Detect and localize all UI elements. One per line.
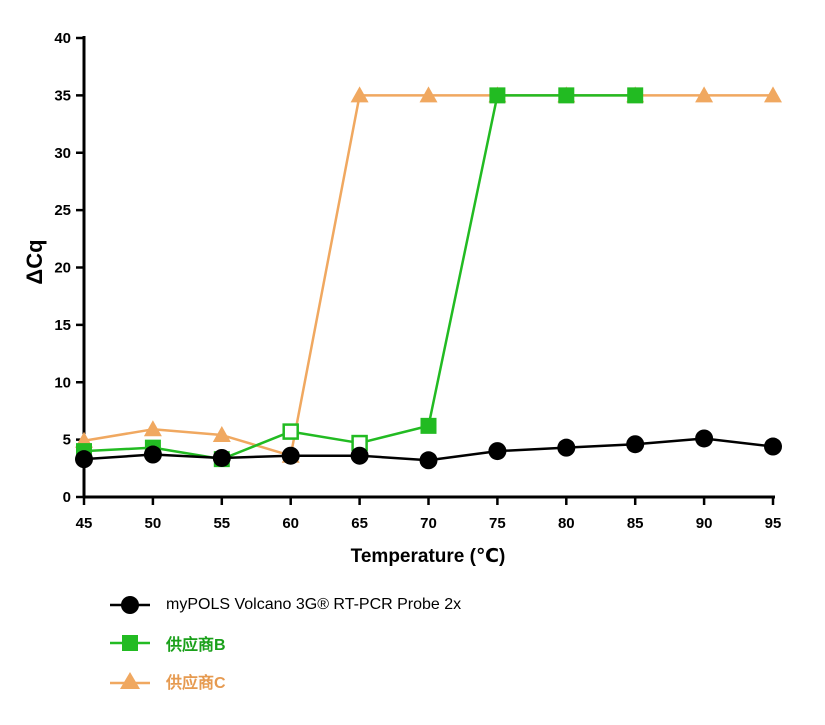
data-point xyxy=(558,87,575,104)
data-point xyxy=(626,435,645,454)
data-point xyxy=(557,438,576,457)
x-tick-label: 70 xyxy=(420,515,437,532)
y-tick-label: 25 xyxy=(54,202,71,219)
data-point xyxy=(212,426,231,443)
series-triangle xyxy=(75,86,782,463)
data-point xyxy=(695,429,714,448)
series-layer xyxy=(75,86,782,470)
data-point xyxy=(212,448,231,467)
series-square xyxy=(76,87,644,468)
y-axis-title: ΔCq xyxy=(22,239,47,284)
y-tick-label: 35 xyxy=(54,87,71,104)
data-point xyxy=(489,87,506,104)
data-point xyxy=(75,450,93,469)
x-tick-label: 80 xyxy=(558,515,575,532)
x-tick-label: 75 xyxy=(489,515,506,532)
y-tick-label: 20 xyxy=(54,260,71,277)
data-point xyxy=(350,446,369,465)
legend-item-mypols: myPOLS Volcano 3G® RT-PCR Probe 2x xyxy=(110,586,630,624)
legend-item-supplier-b: 供应商B xyxy=(110,624,630,662)
y-tick-label: 30 xyxy=(54,145,71,162)
data-point xyxy=(420,417,437,434)
legend-label: 供应商C xyxy=(166,675,226,692)
x-tick-label: 60 xyxy=(282,515,299,532)
series-line xyxy=(83,94,636,461)
data-point xyxy=(419,451,438,470)
data-point xyxy=(764,86,782,103)
x-tick-label: 85 xyxy=(627,515,644,532)
x-tick-label: 50 xyxy=(145,515,162,532)
legend-item-supplier-c: 供应商C xyxy=(110,662,630,700)
x-axis-title: Temperature (℃) xyxy=(351,546,506,567)
triangle-marker-icon xyxy=(110,672,150,689)
data-point xyxy=(764,437,782,456)
y-tick-label: 15 xyxy=(54,317,71,334)
chart: 0 5 10 15 20 25 30 35 40 45 50 55 60 65 70 75 80 85 90 95 Δ… xyxy=(22,30,782,567)
y-tick-label: 40 xyxy=(54,30,71,47)
y-tick-label: 5 xyxy=(63,432,71,449)
x-tick-label: 90 xyxy=(696,515,713,532)
circle-marker-icon xyxy=(110,596,150,614)
legend: myPOLS Volcano 3G® RT-PCR Probe 2x 供应商B … xyxy=(110,586,630,700)
data-point xyxy=(419,86,438,103)
data-point xyxy=(143,445,162,464)
legend-label: myPOLS Volcano 3G® RT-PCR Probe 2x xyxy=(166,596,462,613)
y-tick-label: 10 xyxy=(54,374,71,391)
x-tick-label: 45 xyxy=(76,515,93,532)
data-point xyxy=(488,442,507,461)
series-line xyxy=(83,94,773,457)
series-circle xyxy=(75,429,782,470)
square-marker-icon xyxy=(110,635,150,651)
axes: 0 5 10 15 20 25 30 35 40 45 50 55 60 65 70 75 80 85 90 95 xyxy=(54,30,781,532)
legend-label: 供应商B xyxy=(166,637,226,654)
x-tick-label: 95 xyxy=(765,515,782,532)
y-tick-label: 0 xyxy=(63,489,71,506)
x-tick-label: 55 xyxy=(213,515,230,532)
data-point xyxy=(282,423,299,440)
data-point xyxy=(627,87,644,104)
data-point xyxy=(695,86,714,103)
data-point xyxy=(281,446,300,465)
data-point xyxy=(143,420,162,437)
data-point xyxy=(350,86,369,103)
x-tick-label: 65 xyxy=(351,515,368,532)
